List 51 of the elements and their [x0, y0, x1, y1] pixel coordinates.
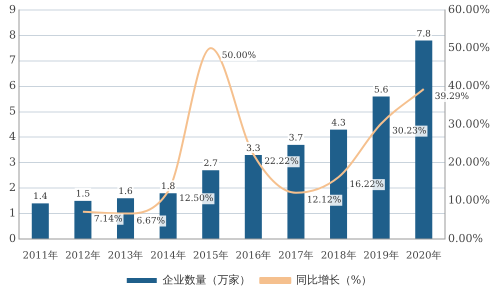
y-tick-label: 6 — [9, 79, 16, 92]
x-tick-label: 2015年 — [193, 250, 228, 262]
data-label: 2.7 — [204, 159, 218, 170]
y-tick-label: 2 — [9, 180, 16, 194]
data-label: 7.8 — [416, 29, 432, 40]
data-label: 1.8 — [160, 182, 176, 192]
y2-tick-label: 30.00% — [448, 117, 490, 130]
x-tick-label: 2019年 — [363, 250, 399, 262]
y2-tick-label: 40.00% — [448, 79, 490, 92]
y-tick-label: 0 — [9, 232, 16, 245]
data-label: 3.7 — [288, 134, 304, 144]
x-tick-label: 2014年 — [150, 250, 186, 262]
data-label: 6.67% — [136, 216, 166, 226]
data-label: 50.00% — [222, 51, 256, 62]
legend-label: 同比增长（%） — [296, 273, 372, 286]
data-label: 7.14% — [94, 214, 123, 225]
y-tick-label: 7 — [9, 54, 16, 67]
data-label: 4.3 — [331, 118, 346, 128]
y2-tick-label: 20.00% — [448, 156, 490, 169]
data-label: 30.23% — [392, 126, 427, 136]
y-tick-label: 4 — [9, 130, 16, 144]
x-tick-label: 2018年 — [320, 250, 356, 262]
bar — [244, 155, 262, 238]
data-label: 1.6 — [118, 187, 133, 198]
legend-label: 企业数量（万家） — [162, 273, 250, 286]
x-tick-label: 2012年 — [65, 250, 101, 262]
bar — [32, 203, 49, 238]
y2-tick-label: 0.00% — [448, 232, 484, 245]
x-tick-label: 2013年 — [108, 250, 144, 262]
x-tick-label: 2020年 — [406, 250, 442, 262]
y2-tick-label: 10.00% — [448, 194, 490, 207]
y-tick-label: 8 — [9, 28, 16, 42]
y2-tick-label: 60.00% — [448, 2, 490, 16]
y-tick-label: 5 — [9, 104, 16, 118]
x-tick-label: 2016年 — [236, 250, 272, 262]
data-label: 39.29% — [434, 92, 470, 102]
y-tick-label: 1 — [9, 206, 16, 220]
data-label: 1.4 — [33, 192, 48, 202]
y2-tick-label: 50.00% — [448, 41, 490, 54]
data-label: 3.3 — [246, 144, 261, 154]
x-tick-label: 2011年 — [22, 250, 58, 262]
x-tick-label: 2017年 — [278, 250, 314, 262]
data-label: 1.5 — [76, 190, 90, 200]
data-label: 22.22% — [264, 157, 300, 168]
data-label: 12.12% — [306, 196, 342, 206]
data-label: 16.22% — [350, 180, 384, 190]
y-tick-label: 9 — [9, 2, 16, 16]
y-tick-label: 3 — [9, 156, 16, 169]
bar — [74, 200, 92, 238]
data-label: 5.6 — [374, 85, 389, 96]
data-label: 12.50% — [179, 194, 214, 204]
